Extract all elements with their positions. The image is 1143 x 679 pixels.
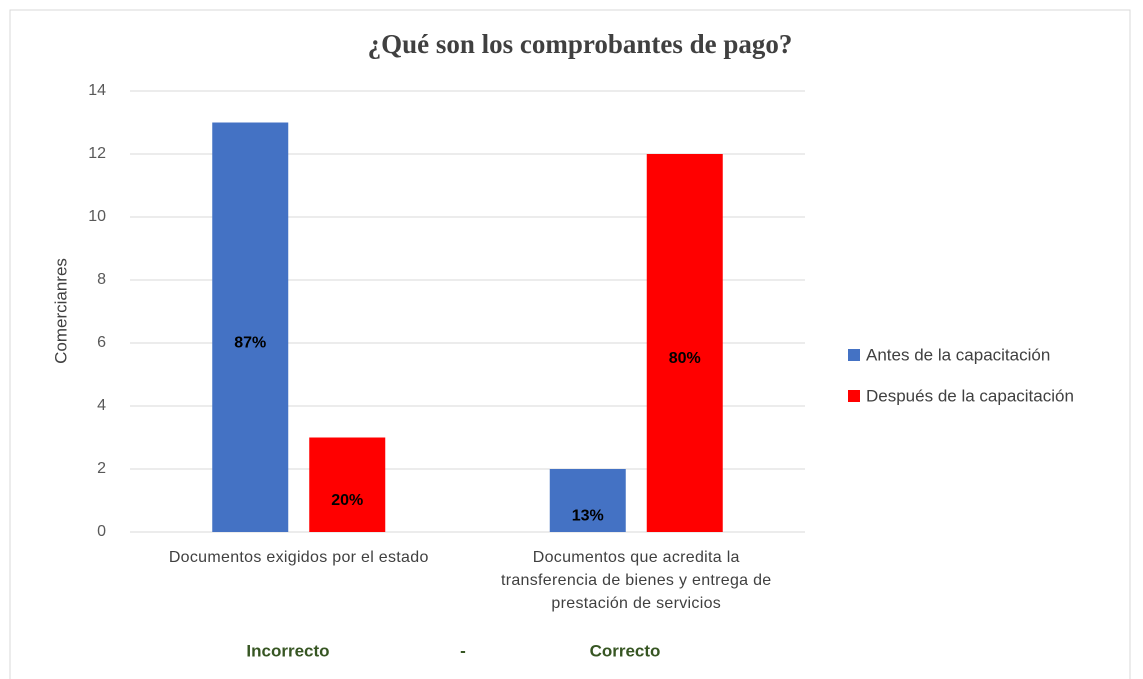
chart-title: ¿Qué son los comprobantes de pago? xyxy=(368,29,793,59)
x-tick-label: Documentos exigidos por el estado xyxy=(168,549,429,566)
annotation: Correcto xyxy=(590,641,661,660)
chart-frame xyxy=(9,9,1131,679)
data-label: 20% xyxy=(331,492,363,509)
data-label: 87% xyxy=(234,334,266,351)
data-label: 80% xyxy=(669,350,701,367)
y-tick-label: 14 xyxy=(88,82,106,99)
legend-swatch xyxy=(848,349,860,361)
bar xyxy=(549,469,626,532)
legend-label: Después de la capacitación xyxy=(866,386,1074,405)
legend-swatch xyxy=(848,390,860,402)
x-tick-label: Documentos que acredita la transferencia… xyxy=(500,549,772,612)
y-tick-label: 10 xyxy=(88,208,106,225)
data-label: 13% xyxy=(572,508,604,525)
annotation: - xyxy=(460,641,466,660)
y-tick-label: 6 xyxy=(97,334,106,351)
annotation: Incorrecto xyxy=(246,641,329,660)
bar xyxy=(212,122,289,532)
y-axis-title: Comercianres xyxy=(51,258,70,364)
y-tick-label: 12 xyxy=(88,145,106,162)
bar xyxy=(309,437,386,532)
y-tick-label: 8 xyxy=(97,271,106,288)
y-tick-label: 0 xyxy=(97,523,106,540)
y-tick-label: 4 xyxy=(97,397,106,414)
legend-label: Antes de la capacitación xyxy=(866,345,1050,364)
y-tick-label: 2 xyxy=(97,460,106,477)
bar xyxy=(646,154,723,532)
